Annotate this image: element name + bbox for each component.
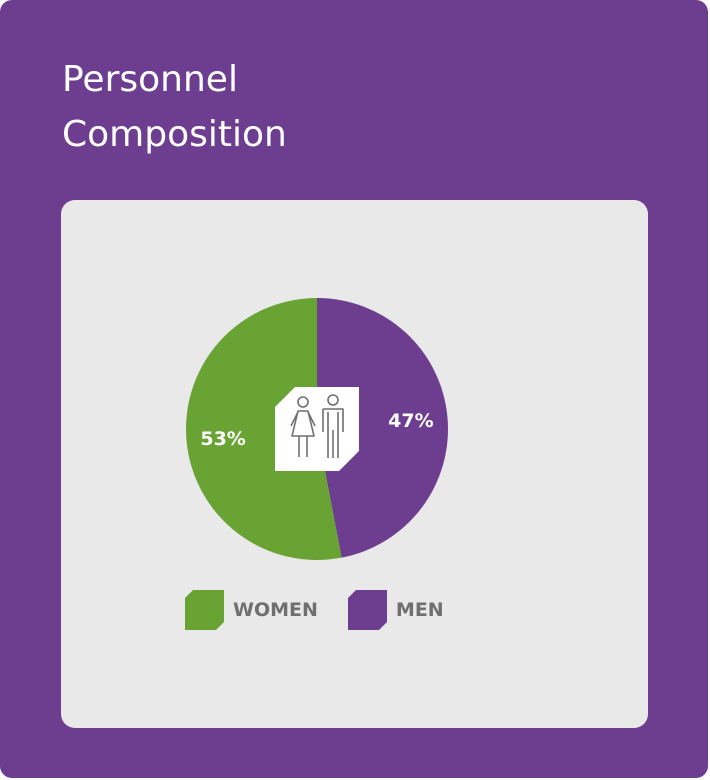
pie-chart: 47% 53% — [186, 298, 449, 560]
icon-badge — [275, 387, 359, 471]
legend-label-men: MEN — [395, 599, 444, 621]
woman-head — [297, 396, 309, 408]
legend-swatch-men — [347, 590, 387, 630]
title-line-2: Composition — [62, 114, 287, 155]
title-line-1: Personnel — [62, 59, 238, 100]
legend-swatch-men-shape — [347, 590, 387, 630]
legend-item-women: WOMEN — [185, 590, 318, 630]
legend: WOMEN MEN — [185, 590, 474, 630]
woman-dress — [291, 410, 315, 437]
legend-label-women: WOMEN — [233, 599, 318, 621]
legend-item-men: MEN — [347, 590, 444, 630]
pie-label-women: 53% — [200, 428, 245, 450]
man-legs — [327, 412, 339, 458]
women-and-men-icon — [275, 387, 359, 471]
pie-label-men: 47% — [388, 410, 433, 432]
pie-slice-women — [186, 298, 342, 560]
chart-title: Personnel Composition — [62, 52, 462, 162]
man-head — [327, 394, 339, 406]
woman-legs — [298, 436, 308, 457]
man-torso — [322, 408, 344, 432]
pie-slice-men — [317, 298, 449, 558]
chart-panel: 47% 53% WOMEN MEN — [61, 200, 648, 728]
legend-swatch-women-shape — [185, 590, 224, 630]
legend-swatch-women — [185, 590, 224, 630]
woman-arms — [290, 411, 316, 427]
